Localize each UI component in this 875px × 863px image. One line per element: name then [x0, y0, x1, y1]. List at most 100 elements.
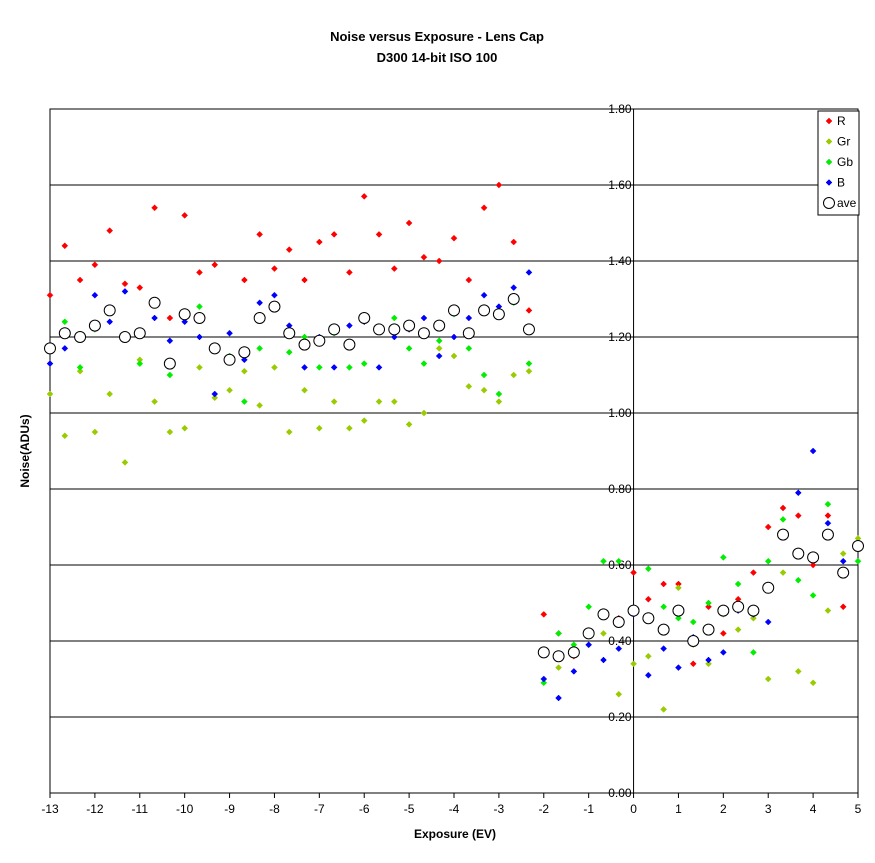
data-point — [211, 394, 219, 402]
x-tick-label: -6 — [359, 802, 370, 816]
data-point — [540, 675, 548, 683]
data-point — [271, 291, 278, 299]
data-point — [465, 383, 473, 390]
legend-box — [817, 110, 860, 216]
data-point — [660, 603, 667, 611]
x-tick-label: -10 — [176, 802, 194, 816]
data-point — [253, 312, 266, 324]
data-point — [166, 428, 174, 436]
data-point — [151, 398, 158, 405]
x-tick-label: -4 — [449, 802, 460, 816]
data-point — [555, 694, 562, 702]
data-point — [346, 322, 353, 329]
data-point — [750, 614, 757, 622]
data-point — [537, 646, 550, 659]
data-point — [764, 675, 772, 683]
data-point — [238, 346, 251, 359]
data-point — [106, 318, 114, 326]
y-tick-label: 0.00 — [608, 786, 632, 800]
data-point — [824, 519, 832, 527]
data-point — [478, 304, 491, 317]
y-tick-label: 1.40 — [608, 254, 632, 268]
data-point — [495, 390, 503, 398]
x-axis-label: Exposure (EV) — [414, 827, 496, 841]
data-point — [121, 459, 129, 466]
data-point — [747, 604, 760, 617]
data-point — [465, 345, 473, 352]
data-point — [750, 649, 757, 656]
data-point — [298, 338, 311, 351]
data-point — [166, 314, 174, 322]
data-point — [106, 390, 114, 398]
data-point — [570, 668, 578, 675]
data-point — [672, 604, 685, 617]
data-point — [552, 650, 565, 663]
data-point — [133, 327, 146, 340]
data-point — [480, 291, 488, 299]
data-point — [809, 679, 817, 687]
data-point — [346, 424, 353, 432]
legend-marker-gb — [825, 158, 833, 166]
data-point — [375, 231, 383, 238]
data-point — [689, 618, 697, 626]
data-point — [163, 357, 176, 370]
chart-subtitle: D300 14-bit ISO 100 — [377, 50, 498, 65]
data-point — [750, 569, 757, 576]
data-point — [390, 333, 398, 341]
data-point — [582, 627, 595, 640]
data-point — [330, 364, 338, 371]
data-point — [343, 338, 356, 351]
data-point — [435, 257, 443, 265]
data-point — [540, 611, 548, 618]
data-point — [702, 623, 715, 636]
data-point — [792, 547, 805, 560]
x-tick-label: -11 — [132, 802, 149, 816]
data-point — [794, 489, 802, 497]
data-point — [285, 348, 293, 356]
data-point — [450, 352, 458, 360]
data-point — [61, 432, 69, 440]
data-point — [178, 308, 191, 321]
data-point — [809, 561, 817, 569]
data-point — [420, 253, 428, 261]
data-point — [196, 269, 203, 276]
data-point — [420, 360, 428, 367]
data-point — [76, 276, 84, 284]
x-tick-label: 2 — [720, 802, 727, 816]
data-point — [375, 398, 383, 405]
data-point — [854, 557, 862, 565]
y-axis-label: Noise(ADUs) — [18, 414, 32, 487]
data-point — [839, 550, 847, 557]
data-point — [328, 323, 341, 336]
data-point — [675, 664, 682, 671]
data-point — [61, 242, 69, 250]
data-point — [435, 352, 443, 360]
data-point — [839, 603, 847, 611]
data-point — [136, 360, 144, 367]
data-point — [719, 554, 727, 561]
x-tick-label: -9 — [224, 802, 235, 816]
data-point — [567, 646, 580, 659]
data-point — [807, 551, 820, 564]
data-point — [166, 337, 174, 345]
series-gr — [46, 345, 862, 713]
y-tick-label: 0.80 — [608, 482, 632, 496]
data-point — [196, 333, 203, 341]
data-point — [480, 386, 488, 394]
legend-marker-b — [825, 179, 833, 186]
data-point — [794, 668, 802, 675]
data-point — [764, 523, 772, 531]
data-point — [61, 345, 69, 352]
data-point — [346, 269, 353, 276]
data-point — [91, 261, 99, 269]
data-point — [315, 364, 323, 371]
data-point — [612, 616, 625, 628]
data-point — [525, 269, 533, 276]
data-point — [507, 293, 520, 305]
legend-marker-gr — [825, 138, 833, 145]
data-point — [732, 600, 745, 613]
data-point — [196, 303, 203, 310]
data-point — [794, 576, 802, 584]
data-point — [510, 238, 518, 246]
